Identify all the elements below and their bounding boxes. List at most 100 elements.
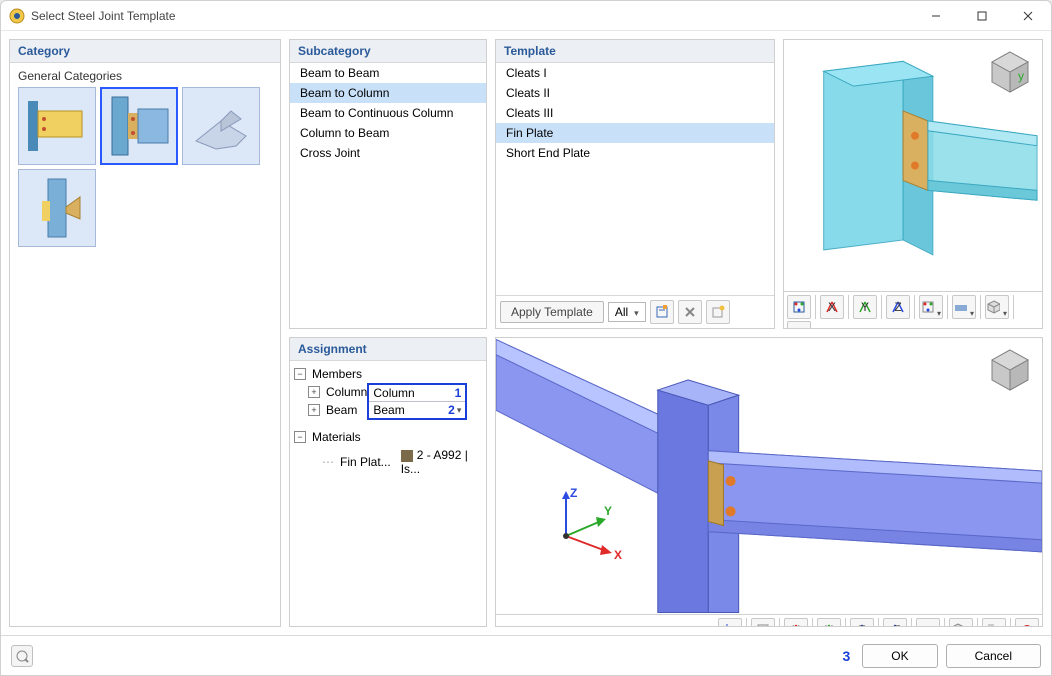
- window-title: Select Steel Joint Template: [31, 9, 913, 23]
- dropdown-icon[interactable]: ▾: [457, 405, 462, 416]
- toolbar-refresh-icon[interactable]: [1015, 618, 1039, 627]
- help-button[interactable]: [11, 645, 33, 667]
- dialog-footer: 3 OK Cancel: [1, 635, 1051, 675]
- member-label: Beam: [324, 403, 357, 417]
- app-icon: [9, 8, 25, 24]
- category-thumb[interactable]: [182, 87, 260, 165]
- titlebar: Select Steel Joint Template: [1, 1, 1051, 31]
- close-button[interactable]: [1005, 1, 1051, 31]
- assignment-highlight-box: Column1Beam2▾: [367, 383, 467, 420]
- template-item[interactable]: Short End Plate: [496, 143, 774, 163]
- template-item[interactable]: Fin Plate: [496, 123, 774, 143]
- svg-text:Z: Z: [570, 486, 577, 500]
- toolbar-axis-x-icon[interactable]: X: [784, 618, 808, 627]
- subcategory-item[interactable]: Cross Joint: [290, 143, 486, 163]
- content-grid: Category General Categories Subcategory …: [1, 31, 1051, 635]
- template-item[interactable]: Cleats II: [496, 83, 774, 103]
- svg-text:Z: Z: [894, 300, 901, 314]
- assignment-value-row[interactable]: Beam2▾: [369, 402, 465, 418]
- template-new-icon[interactable]: [706, 300, 730, 324]
- toolbar-pick-icon[interactable]: [718, 618, 742, 627]
- toolbar-cube-icon[interactable]: [985, 295, 1009, 319]
- svg-text:y: y: [1018, 69, 1024, 83]
- svg-text:Z: Z: [858, 623, 865, 627]
- svg-text:Y: Y: [861, 300, 869, 314]
- subcategory-header: Subcategory: [290, 40, 486, 63]
- assignment-header: Assignment: [290, 338, 486, 361]
- template-filter-dropdown[interactable]: All: [608, 302, 646, 322]
- toolbar-axis-neg-z-icon[interactable]: -Z: [883, 618, 907, 627]
- member-label: Column: [324, 385, 367, 399]
- expander-icon[interactable]: +: [308, 386, 320, 398]
- category-thumb[interactable]: [100, 87, 178, 165]
- subcategory-item[interactable]: Beam to Beam: [290, 63, 486, 83]
- svg-text:-Z: -Z: [889, 623, 900, 627]
- toolbar-cube-icon[interactable]: [949, 618, 973, 627]
- toolbar-shade-icon[interactable]: [952, 295, 976, 319]
- expander-icon[interactable]: −: [294, 368, 306, 380]
- toolbar-print-icon[interactable]: [982, 618, 1006, 627]
- template-header: Template: [496, 40, 774, 63]
- members-node[interactable]: − Members: [294, 365, 482, 383]
- toolbar-axis-y-icon[interactable]: Y: [817, 618, 841, 627]
- subcategory-list: Beam to BeamBeam to ColumnBeam to Contin…: [290, 63, 486, 328]
- subcategory-item[interactable]: Column to Beam: [290, 123, 486, 143]
- modelview-panel: ZYX X Y Z -Z: [495, 337, 1043, 627]
- svg-text:X: X: [614, 548, 622, 561]
- preview-toolbar: X Y Z: [784, 291, 1042, 329]
- category-thumbnails: [18, 87, 272, 247]
- svg-text:X: X: [792, 623, 800, 627]
- template-edit-icon[interactable]: [650, 300, 674, 324]
- toolbar-axis-z-icon[interactable]: Z: [886, 295, 910, 319]
- template-panel: Template Cleats ICleats IICleats IIIFin …: [495, 39, 775, 329]
- subcategory-item[interactable]: Beam to Column: [290, 83, 486, 103]
- axis-widget: ZYX: [536, 481, 626, 564]
- template-item[interactable]: Cleats I: [496, 63, 774, 83]
- dialog-window: Select Steel Joint Template Category Gen…: [0, 0, 1052, 676]
- expander-icon[interactable]: −: [294, 431, 306, 443]
- subcategory-panel: Subcategory Beam to BeamBeam to ColumnBe…: [289, 39, 487, 329]
- template-delete-icon[interactable]: [678, 300, 702, 324]
- template-item[interactable]: Cleats III: [496, 103, 774, 123]
- toolbar-axis-x-icon[interactable]: X: [820, 295, 844, 319]
- preview-panel: y X Y Z: [783, 39, 1043, 329]
- toolbar-axis-xyz-icon[interactable]: [919, 295, 943, 319]
- template-filter-label: All: [615, 305, 628, 319]
- category-thumb[interactable]: [18, 87, 96, 165]
- apply-template-button[interactable]: Apply Template: [500, 301, 604, 323]
- footer-annotation: 3: [843, 648, 851, 664]
- toolbar-view-iso-icon[interactable]: [787, 295, 811, 319]
- subcategory-item[interactable]: Beam to Continuous Column: [290, 103, 486, 123]
- maximize-button[interactable]: [959, 1, 1005, 31]
- minimize-button[interactable]: [913, 1, 959, 31]
- material-swatch: [401, 450, 413, 462]
- category-thumb[interactable]: [18, 169, 96, 247]
- toolbar-zoom-extents-icon[interactable]: [751, 618, 775, 627]
- nav-cube[interactable]: [986, 346, 1034, 394]
- cancel-button[interactable]: Cancel: [946, 644, 1041, 668]
- member-row[interactable]: + Beam: [308, 401, 367, 419]
- toolbar-shade-icon[interactable]: [916, 618, 940, 627]
- assignment-value-row[interactable]: Column1: [369, 385, 465, 402]
- toolbar-axis-z-icon[interactable]: Z: [850, 618, 874, 627]
- assignment-panel: Assignment − Members + Column + Beam Column…: [289, 337, 487, 627]
- assignment-value: Column: [373, 386, 414, 400]
- model-viewport[interactable]: ZYX: [496, 338, 1042, 614]
- toolbar-axis-y-icon[interactable]: Y: [853, 295, 877, 319]
- members-label: Members: [310, 367, 362, 381]
- material-label: Fin Plat...: [338, 455, 391, 469]
- materials-node[interactable]: − Materials: [294, 428, 482, 446]
- svg-text:X: X: [828, 300, 836, 314]
- ok-button[interactable]: OK: [862, 644, 937, 668]
- category-header: Category: [10, 40, 280, 63]
- nav-cube[interactable]: y: [986, 48, 1034, 96]
- template-footer: Apply Template All: [496, 295, 774, 328]
- preview-viewport[interactable]: y: [784, 40, 1042, 291]
- material-row[interactable]: ⋯Fin Plat...2 - A992 | Is...: [322, 446, 482, 478]
- toolbar-refresh-icon[interactable]: [787, 321, 811, 329]
- window-controls: [913, 1, 1051, 31]
- member-row[interactable]: + Column: [308, 383, 367, 401]
- expander-icon[interactable]: +: [308, 404, 320, 416]
- svg-text:Y: Y: [825, 623, 833, 627]
- materials-label: Materials: [310, 430, 361, 444]
